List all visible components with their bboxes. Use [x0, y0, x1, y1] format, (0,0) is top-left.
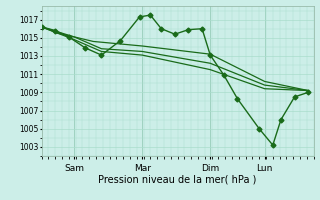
- X-axis label: Pression niveau de la mer( hPa ): Pression niveau de la mer( hPa ): [99, 175, 257, 185]
